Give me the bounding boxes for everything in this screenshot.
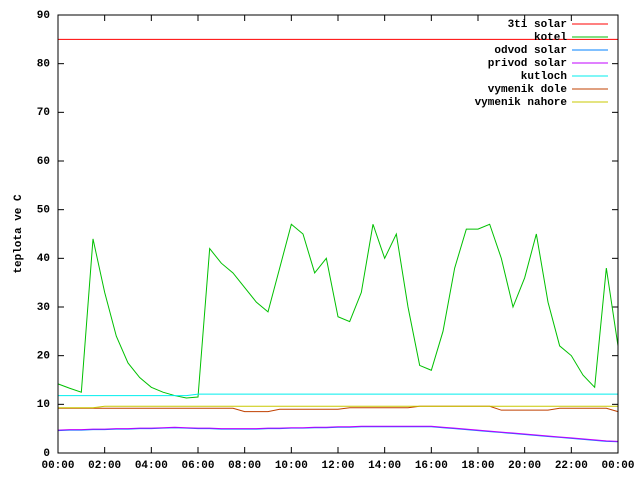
y-tick-label: 30 xyxy=(37,302,50,314)
legend-label: 3ti solar xyxy=(508,19,567,31)
x-tick-label: 02:00 xyxy=(88,460,121,472)
y-axis-label: teplota ve C xyxy=(13,194,25,274)
series-line xyxy=(57,425,619,442)
y-tick-label: 20 xyxy=(37,351,50,363)
x-tick-label: 22:00 xyxy=(555,460,588,472)
y-tick-label: 80 xyxy=(37,59,50,71)
y-tick-label: 60 xyxy=(37,156,50,168)
x-tick-label: 00:00 xyxy=(601,460,634,472)
x-tick-label: 04:00 xyxy=(135,460,168,472)
x-tick-label: 18:00 xyxy=(461,460,494,472)
legend-label: privod solar xyxy=(488,58,567,70)
y-tick-label: 0 xyxy=(43,448,50,460)
series-line xyxy=(58,405,619,413)
x-tick-label: 16:00 xyxy=(415,460,448,472)
y-tick-label: 70 xyxy=(37,107,50,119)
legend-label: kotel xyxy=(534,32,567,44)
series-line xyxy=(58,393,618,397)
x-tick-label: 00:00 xyxy=(41,460,74,472)
y-tick-label: 90 xyxy=(37,10,50,22)
x-tick-label: 14:00 xyxy=(368,460,401,472)
plot-frame xyxy=(57,14,619,454)
legend-label: vymenik nahore xyxy=(475,97,568,109)
y-tick-label: 10 xyxy=(37,399,50,411)
series-line xyxy=(58,405,618,409)
legend-label: vymenik dole xyxy=(488,84,568,96)
y-tick-label: 40 xyxy=(37,253,50,265)
legend-label: odvod solar xyxy=(494,45,567,57)
series-line xyxy=(57,223,619,399)
y-tick-label: 50 xyxy=(37,205,50,217)
x-tick-label: 08:00 xyxy=(228,460,261,472)
x-tick-label: 06:00 xyxy=(181,460,214,472)
x-tick-label: 20:00 xyxy=(508,460,541,472)
x-tick-label: 10:00 xyxy=(275,460,308,472)
legend-label: kutloch xyxy=(521,71,567,83)
x-tick-label: 12:00 xyxy=(321,460,354,472)
